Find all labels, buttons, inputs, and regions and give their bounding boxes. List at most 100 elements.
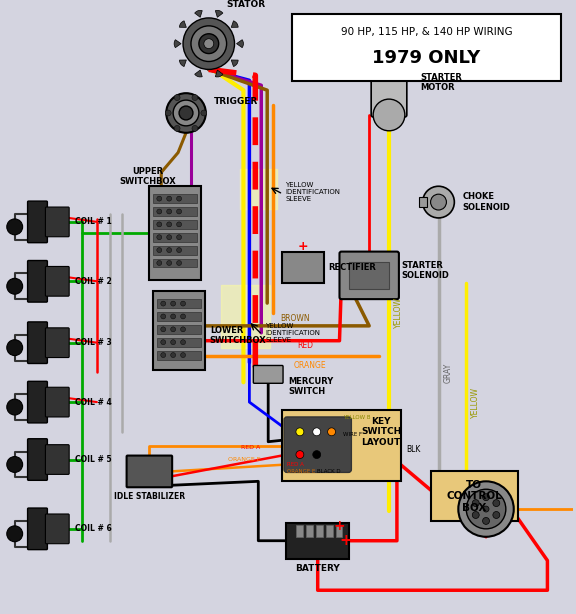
Text: +: + xyxy=(298,240,308,253)
Circle shape xyxy=(157,209,162,214)
Circle shape xyxy=(423,186,454,218)
Circle shape xyxy=(166,196,172,201)
FancyBboxPatch shape xyxy=(157,299,201,308)
Circle shape xyxy=(180,301,185,306)
Wedge shape xyxy=(215,10,223,17)
Circle shape xyxy=(177,260,181,265)
Text: 90 HP, 115 HP, & 140 HP WIRING: 90 HP, 115 HP, & 140 HP WIRING xyxy=(341,27,513,37)
FancyBboxPatch shape xyxy=(282,252,324,283)
Circle shape xyxy=(192,125,198,131)
Circle shape xyxy=(166,247,172,252)
Circle shape xyxy=(166,209,172,214)
Wedge shape xyxy=(237,40,244,48)
Circle shape xyxy=(180,352,185,357)
FancyBboxPatch shape xyxy=(431,472,518,521)
Text: GRAY: GRAY xyxy=(444,362,453,383)
Circle shape xyxy=(7,457,22,472)
FancyBboxPatch shape xyxy=(28,201,47,243)
FancyBboxPatch shape xyxy=(316,525,323,537)
FancyBboxPatch shape xyxy=(46,207,69,237)
FancyBboxPatch shape xyxy=(292,14,561,81)
Circle shape xyxy=(166,222,172,227)
Circle shape xyxy=(7,399,22,415)
Text: MERCURY
SWITCH: MERCURY SWITCH xyxy=(288,376,334,396)
Text: +: + xyxy=(334,519,345,533)
Circle shape xyxy=(296,428,304,436)
FancyBboxPatch shape xyxy=(28,439,47,480)
Circle shape xyxy=(157,196,162,201)
Text: YELLOW
IDENTIFICATION
SLEEVE: YELLOW IDENTIFICATION SLEEVE xyxy=(265,323,320,343)
Wedge shape xyxy=(180,21,187,28)
Circle shape xyxy=(179,106,193,120)
Text: LOWER
SWITCHBOX: LOWER SWITCHBOX xyxy=(210,326,267,346)
FancyBboxPatch shape xyxy=(46,328,69,357)
Circle shape xyxy=(7,526,22,542)
Text: ORANGE E: ORANGE E xyxy=(228,457,260,462)
Circle shape xyxy=(466,489,506,529)
Circle shape xyxy=(157,247,162,252)
FancyBboxPatch shape xyxy=(46,387,69,417)
FancyBboxPatch shape xyxy=(419,197,427,207)
Text: YELLOW B: YELLOW B xyxy=(343,416,371,421)
Wedge shape xyxy=(195,70,202,77)
Text: +: + xyxy=(339,533,352,548)
Circle shape xyxy=(173,100,199,126)
FancyBboxPatch shape xyxy=(28,322,47,363)
Text: 1979 ONLY: 1979 ONLY xyxy=(373,49,481,66)
Text: YELLOW
IDENTIFICATION
SLEEVE: YELLOW IDENTIFICATION SLEEVE xyxy=(285,182,340,202)
FancyBboxPatch shape xyxy=(325,525,332,537)
Circle shape xyxy=(177,222,181,227)
Circle shape xyxy=(296,451,304,459)
Circle shape xyxy=(180,340,185,344)
Circle shape xyxy=(170,301,176,306)
Circle shape xyxy=(483,494,490,500)
Circle shape xyxy=(170,314,176,319)
Circle shape xyxy=(204,39,214,49)
Circle shape xyxy=(183,18,234,69)
Circle shape xyxy=(7,340,22,356)
Circle shape xyxy=(177,196,181,201)
FancyBboxPatch shape xyxy=(350,262,389,289)
Circle shape xyxy=(170,327,176,332)
Text: RECTIFIER: RECTIFIER xyxy=(328,263,377,272)
Text: COIL # 2: COIL # 2 xyxy=(75,277,112,286)
Text: TO
CONTROL
BOX: TO CONTROL BOX xyxy=(446,480,502,513)
Text: STARTER
SOLENOID: STARTER SOLENOID xyxy=(401,261,449,280)
Circle shape xyxy=(199,34,219,53)
FancyBboxPatch shape xyxy=(153,207,197,216)
FancyBboxPatch shape xyxy=(28,381,47,423)
FancyBboxPatch shape xyxy=(306,525,313,537)
Circle shape xyxy=(157,260,162,265)
Text: COIL # 4: COIL # 4 xyxy=(75,398,112,406)
FancyBboxPatch shape xyxy=(284,417,351,472)
Circle shape xyxy=(458,481,514,537)
Text: COIL # 1: COIL # 1 xyxy=(75,217,112,227)
Circle shape xyxy=(174,125,180,131)
FancyBboxPatch shape xyxy=(153,258,197,268)
Circle shape xyxy=(177,247,181,252)
FancyBboxPatch shape xyxy=(253,365,283,383)
Circle shape xyxy=(180,314,185,319)
Text: BATTERY: BATTERY xyxy=(295,564,340,573)
FancyBboxPatch shape xyxy=(149,186,201,281)
Circle shape xyxy=(313,428,321,436)
FancyBboxPatch shape xyxy=(46,266,69,296)
Circle shape xyxy=(373,99,405,131)
Text: COIL # 3: COIL # 3 xyxy=(75,338,112,347)
Circle shape xyxy=(201,110,207,116)
FancyBboxPatch shape xyxy=(153,246,197,255)
FancyBboxPatch shape xyxy=(127,456,172,488)
FancyBboxPatch shape xyxy=(296,525,303,537)
FancyBboxPatch shape xyxy=(339,252,399,299)
Wedge shape xyxy=(180,60,187,66)
FancyBboxPatch shape xyxy=(157,325,201,334)
Text: BLACK D: BLACK D xyxy=(317,469,340,474)
Text: YELLOW: YELLOW xyxy=(471,387,480,418)
Circle shape xyxy=(493,511,500,518)
Circle shape xyxy=(170,340,176,344)
Circle shape xyxy=(483,506,489,512)
Text: RED A: RED A xyxy=(241,445,260,450)
FancyBboxPatch shape xyxy=(371,58,407,117)
FancyBboxPatch shape xyxy=(46,514,69,544)
FancyBboxPatch shape xyxy=(153,220,197,229)
